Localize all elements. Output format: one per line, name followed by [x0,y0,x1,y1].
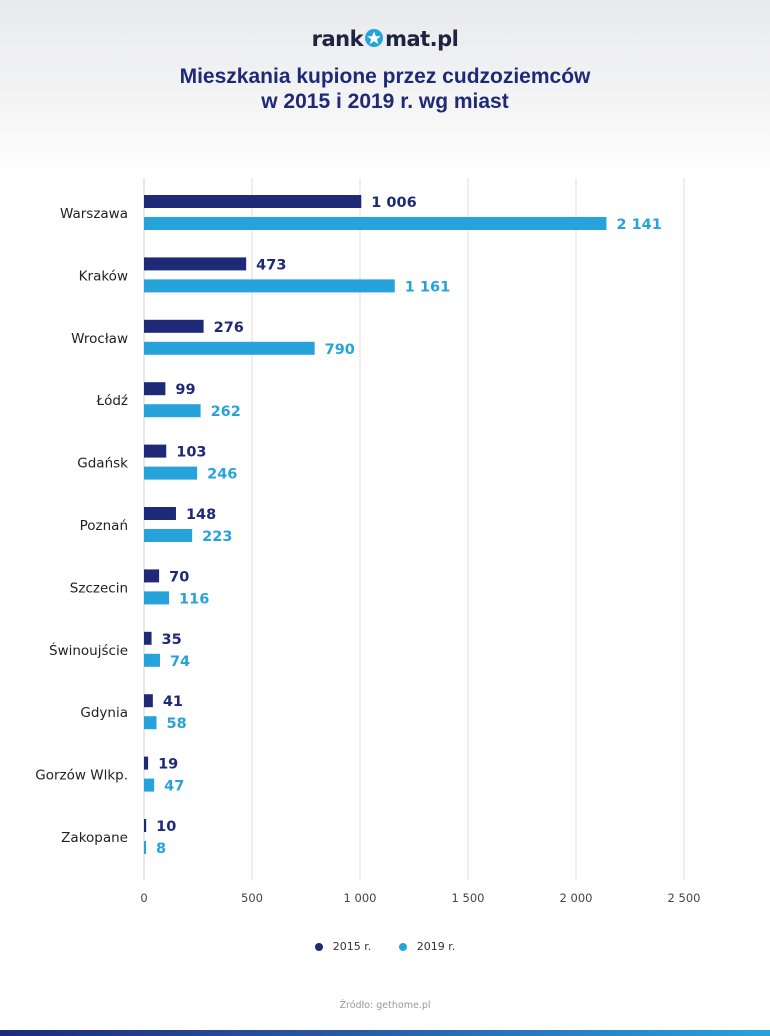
x-tick-label: 1 000 [344,891,377,905]
chart-title: Mieszkania kupione przez cudzoziemców w … [0,64,770,114]
data-label: 2 141 [616,217,661,233]
bar-2019 [144,341,315,355]
category-label: Wrocław [71,331,128,347]
category-label: Łódź [95,393,128,409]
category-label: Zakopane [61,830,128,846]
x-tick-label: 0 [140,891,147,905]
x-tick-label: 500 [241,891,263,905]
bar-2015 [144,195,362,208]
data-label: 148 [186,507,216,523]
category-label: Warszawa [60,206,128,222]
chart-legend: 2015 r. 2019 r. [0,940,770,954]
category-label: Poznań [80,518,128,534]
data-label: 70 [169,569,189,585]
legend-label-2015: 2015 r. [332,940,372,953]
source-note: Źródło: gethome.pl [339,1000,431,1011]
bar-2015 [144,569,160,583]
chart-title-line-2: w 2015 i 2019 r. wg miast [261,90,509,113]
bar-2019 [144,404,201,418]
data-label: 473 [256,257,286,273]
data-label: 276 [214,320,244,336]
category-label: Gdańsk [77,456,128,472]
bar-2019 [144,466,198,480]
category-label: Gorzów Wlkp. [35,768,128,784]
bar-2019 [144,716,157,730]
data-label: 74 [170,654,190,670]
legend-item-2015: 2015 r. [314,940,372,953]
bar-2019 [144,653,160,667]
bar-2019 [144,778,155,792]
bar-2015 [144,819,147,832]
chart-title-line-1: Mieszkania kupione przez cudzoziemców [179,65,591,88]
bar-2019 [144,591,170,605]
star-icon [364,28,384,53]
legend-dot-2019 [398,942,407,951]
category-label: Kraków [79,268,128,284]
bar-2015 [144,756,149,770]
bar-2019 [144,529,193,542]
category-label: Gdynia [80,705,128,721]
data-label: 35 [162,632,182,648]
data-label: 1 161 [405,279,450,295]
logo-text-end: mat.pl [385,27,459,51]
data-label: 246 [207,467,237,483]
bar-2019 [144,217,607,230]
data-label: 10 [156,819,176,835]
data-label: 223 [202,529,232,545]
bar-2015 [144,319,204,333]
x-tick-label: 2 500 [668,891,701,905]
data-label: 19 [158,757,178,773]
legend-dot-2015 [314,942,323,951]
data-label: 116 [179,591,209,607]
data-label: 8 [156,841,166,857]
data-label: 41 [163,694,183,710]
bar-2019 [144,841,146,854]
bar-2015 [144,382,166,396]
bar-2015 [144,507,176,520]
data-label: 58 [167,716,187,732]
bottom-accent-bar [0,1030,770,1036]
data-label: 262 [211,404,241,420]
data-label: 790 [325,342,355,358]
x-tick-label: 1 500 [452,891,485,905]
data-label: 103 [176,445,206,461]
bar-2019 [144,279,395,293]
bar-2015 [144,444,167,458]
x-tick-label: 2 000 [560,891,593,905]
data-label: 99 [175,382,195,398]
data-label: 1 006 [371,195,416,211]
rankomat-logo: rank mat.pl [0,27,770,53]
bar-2015 [144,631,152,645]
category-label: Świnoujście [49,641,128,659]
bar-2015 [144,257,247,271]
data-label: 47 [164,779,184,795]
legend-label-2019: 2019 r. [416,940,456,953]
category-label: Szczecin [70,580,128,596]
bar-2015 [144,694,153,708]
logo-text-start: rank [311,27,364,51]
legend-item-2019: 2019 r. [398,940,456,953]
